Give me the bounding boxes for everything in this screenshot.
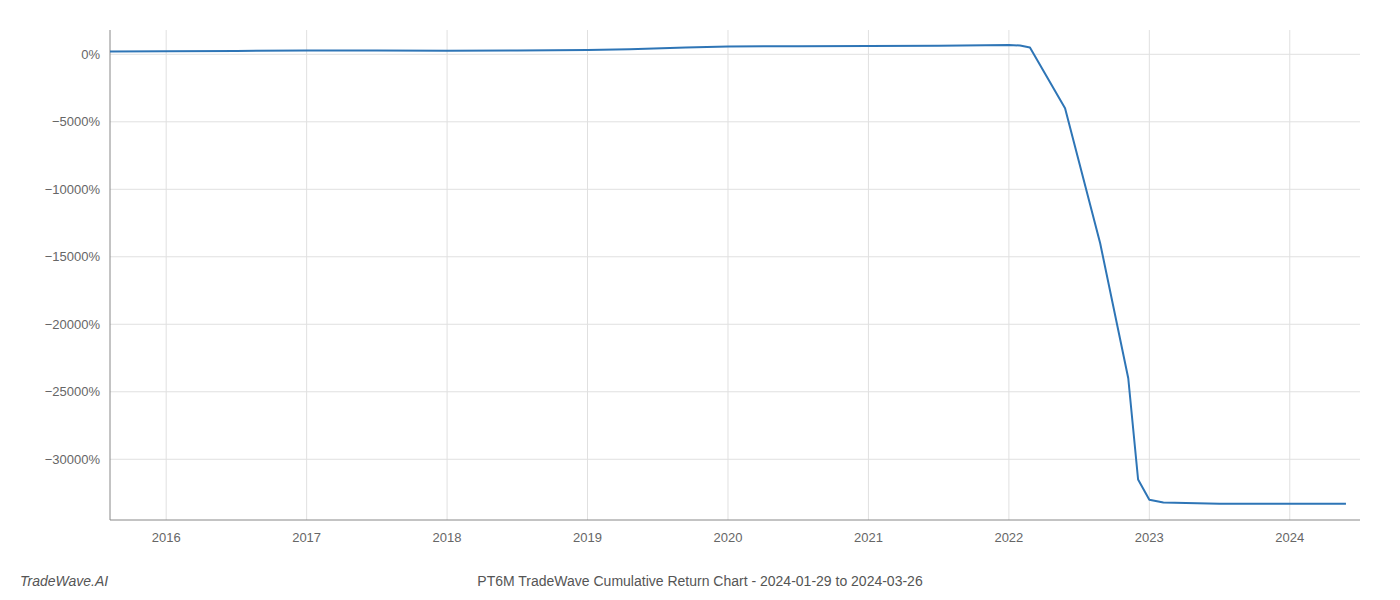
y-grid-line	[110, 391, 1360, 392]
y-tick-label: −15000%	[45, 249, 101, 264]
x-grid-line	[1289, 30, 1290, 520]
x-tick-label: 2021	[854, 530, 883, 545]
y-grid-line	[110, 324, 1360, 325]
x-axis-line	[110, 520, 1360, 521]
y-grid-line	[110, 256, 1360, 257]
y-tick-label: −20000%	[45, 317, 101, 332]
x-grid-line	[727, 30, 728, 520]
title: PT6M TradeWave Cumulative Return Chart -…	[477, 573, 923, 589]
y-grid-line	[110, 121, 1360, 122]
plot-area	[110, 45, 1346, 504]
chart: 2016 2017 2018 2019 2020 2021 2022 2023 2024 0% −5…	[0, 0, 1400, 600]
x-grid-line	[1149, 30, 1150, 520]
x-grid-line	[306, 30, 307, 520]
x-tick-label: 2019	[573, 530, 602, 545]
x-grid-line	[166, 30, 167, 520]
x-tick-label: 2022	[994, 530, 1023, 545]
x-tick-label: 2016	[152, 530, 181, 545]
x-grid-line	[868, 30, 869, 520]
x-grid-line	[447, 30, 448, 520]
axes: 2016 2017 2018 2019 2020 2021 2022 2023 2024 0% −5…	[45, 30, 1360, 545]
x-tick-label: 2018	[433, 530, 462, 545]
y-axis-line	[110, 30, 111, 520]
x-tick-label: 2023	[1135, 530, 1164, 545]
line	[110, 45, 1346, 504]
y-grid-line	[110, 459, 1360, 460]
grid	[110, 30, 1360, 520]
page: {"chart_data": {"type": "line", "title":…	[0, 0, 1400, 600]
y-tick-label: −25000%	[45, 384, 101, 399]
x-tick-label: 2017	[292, 530, 321, 545]
x-grid-line	[587, 30, 588, 520]
y-tick-label: −5000%	[52, 114, 101, 129]
y-grid-line	[110, 54, 1360, 55]
x-grid-line	[1008, 30, 1009, 520]
x-tick-label: 2024	[1275, 530, 1304, 545]
y-grid-line	[110, 189, 1360, 190]
y-tick-label: −10000%	[45, 182, 101, 197]
y-tick-label: −30000%	[45, 452, 101, 467]
y-tick-label: 0%	[81, 47, 100, 62]
watermark: TradeWave.AI	[20, 573, 108, 589]
x-tick-label: 2020	[714, 530, 743, 545]
